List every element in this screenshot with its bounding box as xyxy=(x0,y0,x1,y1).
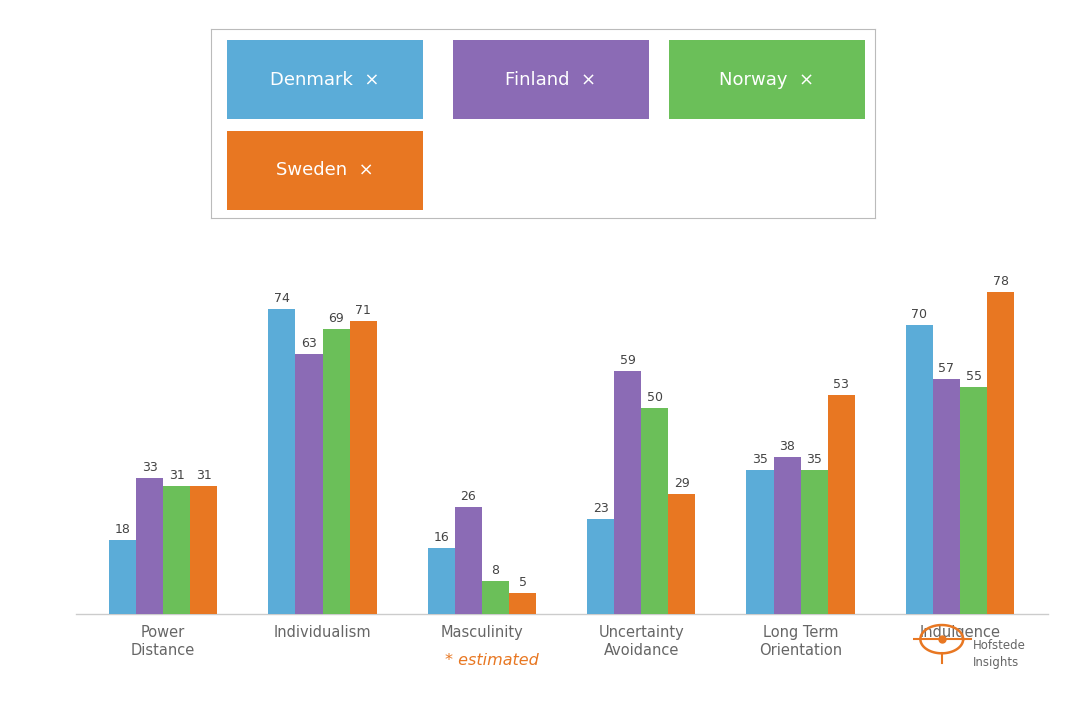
Bar xyxy=(190,486,217,614)
Bar xyxy=(428,548,455,614)
Text: 38: 38 xyxy=(779,440,795,453)
Bar xyxy=(827,396,854,614)
Bar xyxy=(906,326,933,614)
Text: 50: 50 xyxy=(647,391,663,403)
Text: 70: 70 xyxy=(912,308,928,321)
Text: 78: 78 xyxy=(993,275,1009,288)
Text: 74: 74 xyxy=(274,291,289,305)
Bar xyxy=(109,540,136,614)
Bar xyxy=(323,329,350,614)
Bar xyxy=(588,519,615,614)
Text: Finland  ×: Finland × xyxy=(505,71,596,89)
Text: 26: 26 xyxy=(460,490,476,503)
Text: 69: 69 xyxy=(328,312,345,326)
Text: 8: 8 xyxy=(491,564,499,577)
Text: 5: 5 xyxy=(518,576,527,589)
Text: 59: 59 xyxy=(620,353,636,366)
Text: 53: 53 xyxy=(834,378,849,391)
Text: 31: 31 xyxy=(168,469,185,482)
Bar xyxy=(642,408,669,614)
Text: 18: 18 xyxy=(114,523,131,536)
FancyBboxPatch shape xyxy=(227,40,423,119)
Bar xyxy=(296,354,323,614)
Bar xyxy=(960,387,987,614)
Text: Sweden  ×: Sweden × xyxy=(276,161,374,179)
Text: 33: 33 xyxy=(141,461,158,474)
Text: * estimated: * estimated xyxy=(445,653,538,668)
Bar xyxy=(163,486,190,614)
Text: Hofstede: Hofstede xyxy=(973,639,1026,652)
Text: 23: 23 xyxy=(593,502,608,515)
Text: 63: 63 xyxy=(301,337,316,350)
Text: 35: 35 xyxy=(807,453,822,466)
Bar xyxy=(482,581,509,614)
Text: 55: 55 xyxy=(966,370,982,383)
Bar xyxy=(800,470,827,614)
Text: 31: 31 xyxy=(195,469,212,482)
Bar xyxy=(350,321,377,614)
Text: Norway  ×: Norway × xyxy=(719,71,814,89)
FancyBboxPatch shape xyxy=(453,40,649,119)
Text: 16: 16 xyxy=(433,531,449,544)
Bar xyxy=(136,478,163,614)
Text: 35: 35 xyxy=(752,453,768,466)
Bar xyxy=(746,470,773,614)
Text: Denmark  ×: Denmark × xyxy=(270,71,380,89)
Bar xyxy=(933,379,960,614)
Text: 57: 57 xyxy=(939,362,955,375)
Bar xyxy=(773,457,800,614)
Bar xyxy=(269,308,296,614)
FancyBboxPatch shape xyxy=(227,131,423,210)
Text: Insights: Insights xyxy=(973,656,1020,670)
FancyBboxPatch shape xyxy=(669,40,865,119)
Bar xyxy=(669,494,696,614)
Bar xyxy=(987,292,1014,614)
Text: 29: 29 xyxy=(674,477,690,491)
Bar xyxy=(615,371,642,614)
Bar xyxy=(455,507,482,614)
Bar xyxy=(509,593,536,614)
Text: 71: 71 xyxy=(355,304,372,317)
